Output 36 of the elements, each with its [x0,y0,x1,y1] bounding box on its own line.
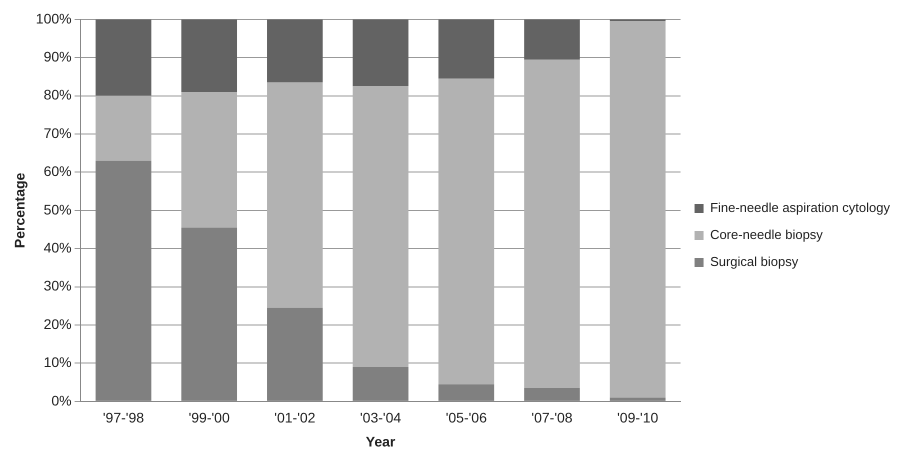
x-tick-label: '99-'00 [188,410,230,426]
legend-label: Core-needle biopsy [710,227,824,242]
y-tick-label: 70% [44,124,72,141]
y-tick-label: 90% [44,48,72,64]
bar [181,19,238,92]
bar [524,19,580,60]
x-tick-label: '03-'04 [360,410,402,426]
y-tick-label: 20% [44,316,72,332]
y-tick-label: 60% [44,163,72,180]
y-tick-label: 10% [44,354,72,370]
bar [610,21,666,398]
bar [438,78,494,384]
bar [352,19,408,86]
y-tick-label: 30% [44,278,72,294]
legend-label: Surgical biopsy [710,254,799,270]
y-tick-label: 40% [44,239,72,256]
x-tick-label: '01-'02 [274,410,316,426]
bar [438,19,494,79]
x-axis-title: Year [366,433,396,450]
bar [96,96,152,161]
bar [352,86,408,368]
y-tick-label: 0% [51,392,72,408]
bar [96,19,152,96]
bar [267,82,323,308]
bar [267,19,323,82]
x-tick-label: '07-'08 [531,410,573,426]
y-axis-title: Percentage [11,172,28,248]
y-tick-label: 50% [44,201,72,218]
bar [181,92,238,228]
y-tick-label: 100% [36,10,72,26]
y-tick-label: 80% [44,86,72,103]
legend-label: Fine-needle aspiration cytology [710,200,890,216]
x-tick-label: '09-'10 [617,410,658,426]
bar [524,60,580,388]
x-tick-label: '97-'98 [102,410,144,426]
x-tick-label: '05-'06 [446,410,488,426]
